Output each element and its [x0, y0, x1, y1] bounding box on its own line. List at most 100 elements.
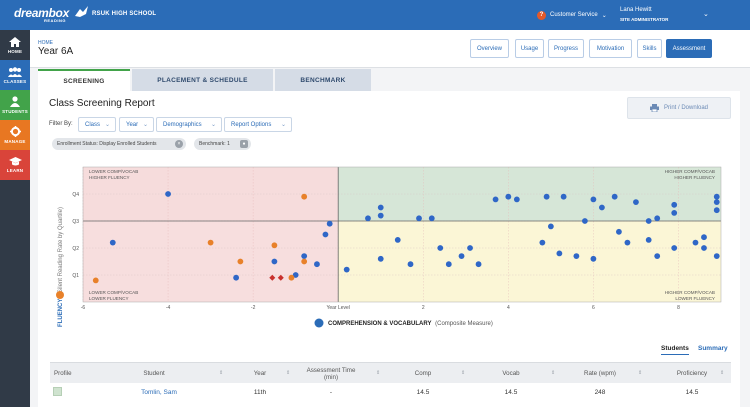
column-header-year[interactable]: Year: [253, 370, 267, 377]
data-point[interactable]: [377, 212, 384, 219]
tab-screening[interactable]: SCREENING: [38, 69, 130, 91]
sort-icon[interactable]: ⇕: [720, 370, 725, 376]
sidebar-item-learn[interactable]: LEARN: [0, 150, 30, 180]
data-point[interactable]: [654, 215, 661, 222]
data-point[interactable]: [616, 228, 622, 235]
data-point[interactable]: [301, 258, 308, 265]
data-point[interactable]: [581, 218, 588, 224]
nav-usage-button[interactable]: Usage: [515, 39, 544, 58]
data-point[interactable]: [560, 193, 567, 200]
report-options-dropdown[interactable]: Report Options ⌄: [224, 117, 292, 132]
customer-service-menu[interactable]: ? Customer Service ⌄: [537, 9, 607, 21]
nav-overview-button[interactable]: Overview: [470, 39, 509, 58]
data-point[interactable]: [633, 199, 639, 205]
data-point-diamond[interactable]: [269, 274, 276, 281]
data-point[interactable]: [165, 191, 171, 197]
data-point[interactable]: [701, 245, 707, 251]
data-point[interactable]: [292, 272, 299, 278]
data-point[interactable]: [322, 231, 329, 238]
data-point[interactable]: [671, 210, 678, 216]
year-filter-dropdown[interactable]: Year ⌄: [119, 117, 154, 132]
data-point[interactable]: [314, 261, 320, 268]
data-point[interactable]: [590, 255, 597, 262]
data-point[interactable]: [543, 193, 550, 200]
column-header-rate[interactable]: Rate (wpm): [584, 370, 616, 377]
data-point[interactable]: [671, 201, 678, 208]
tab-summary[interactable]: Summary: [698, 345, 728, 352]
data-point[interactable]: [92, 277, 99, 284]
sort-icon[interactable]: ⇕: [286, 370, 291, 376]
data-point[interactable]: [301, 253, 308, 259]
data-point[interactable]: [611, 193, 618, 200]
column-header-vocab[interactable]: Vocab: [502, 370, 520, 377]
nav-motivation-button[interactable]: Motivation: [589, 39, 632, 58]
data-point[interactable]: [671, 245, 678, 251]
data-point[interactable]: [377, 255, 384, 262]
demographics-filter-dropdown[interactable]: Demographics ⌄: [156, 117, 222, 132]
data-point[interactable]: [547, 223, 554, 230]
data-point[interactable]: [539, 239, 546, 246]
data-point[interactable]: [301, 193, 308, 200]
table-row[interactable]: Tomlin, Sam 11th - 14.5 14.5 248 14.5: [50, 385, 731, 399]
data-point[interactable]: [467, 245, 473, 251]
dreambox-logo[interactable]: dreambox READING: [14, 5, 88, 25]
data-point[interactable]: [365, 215, 371, 222]
data-point[interactable]: [109, 239, 116, 246]
nav-skills-button[interactable]: Skills: [637, 39, 662, 58]
tab-placement-schedule[interactable]: PLACEMENT & SCHEDULE: [132, 69, 273, 91]
enrollment-status-chip[interactable]: Enrollment Status: Display Enrolled Stud…: [52, 138, 186, 150]
data-point[interactable]: [513, 196, 520, 203]
tab-students[interactable]: Students: [661, 345, 689, 355]
sort-icon[interactable]: ⇕: [638, 370, 643, 376]
data-point[interactable]: [713, 207, 720, 214]
data-point[interactable]: [645, 237, 652, 243]
sidebar-item-classes[interactable]: CLASSES: [0, 60, 30, 90]
data-point[interactable]: [343, 266, 350, 273]
user-chevron-down-icon[interactable]: ⌄: [703, 11, 709, 18]
user-menu[interactable]: Lana Hewitt SITE ADMINISTRATOR: [620, 6, 668, 24]
sidebar-item-students[interactable]: STUDENTS: [0, 90, 30, 120]
sidebar-item-home[interactable]: HOME: [0, 30, 30, 60]
tab-benchmark[interactable]: BENCHMARK: [275, 69, 371, 91]
data-point[interactable]: [713, 193, 720, 200]
sort-icon[interactable]: ⇕: [461, 370, 466, 376]
data-point[interactable]: [556, 250, 563, 257]
data-point[interactable]: [599, 204, 605, 211]
class-filter-dropdown[interactable]: Class ⌄: [78, 117, 116, 132]
nav-assessment-button[interactable]: Assessment: [666, 39, 712, 58]
data-point[interactable]: [326, 220, 333, 227]
data-point[interactable]: [445, 261, 452, 268]
data-point[interactable]: [407, 261, 414, 268]
data-point[interactable]: [713, 199, 720, 205]
data-point[interactable]: [233, 274, 240, 281]
data-point[interactable]: [394, 237, 401, 243]
breadcrumb-home[interactable]: HOME: [38, 40, 53, 46]
data-point[interactable]: [624, 239, 631, 246]
data-point[interactable]: [288, 274, 295, 281]
data-point[interactable]: [505, 193, 512, 200]
data-point[interactable]: [377, 204, 384, 211]
data-point[interactable]: [237, 258, 244, 265]
data-point[interactable]: [475, 261, 482, 268]
data-point[interactable]: [428, 215, 435, 222]
remove-chip-icon[interactable]: ×: [175, 140, 183, 148]
data-point[interactable]: [713, 253, 720, 259]
student-name-link[interactable]: Tomlin, Sam: [141, 388, 177, 396]
data-point[interactable]: [207, 239, 214, 246]
data-point-diamond[interactable]: [277, 274, 284, 281]
sort-icon[interactable]: ⇕: [551, 370, 556, 376]
column-header-profile[interactable]: Profile: [54, 370, 72, 377]
sort-icon[interactable]: ⇕: [376, 370, 381, 376]
data-point[interactable]: [701, 234, 707, 241]
data-point[interactable]: [590, 196, 597, 203]
data-point[interactable]: [271, 258, 278, 265]
column-header-student[interactable]: Student: [143, 370, 165, 377]
data-point[interactable]: [654, 253, 661, 259]
nav-progress-button[interactable]: Progress: [548, 39, 584, 58]
data-point[interactable]: [645, 218, 652, 224]
print-download-button[interactable]: Print / Download: [627, 97, 731, 119]
data-point[interactable]: [492, 196, 499, 203]
sort-icon[interactable]: ⇕: [219, 370, 224, 376]
column-header-assessment-time[interactable]: Assessment Time (min): [306, 366, 356, 381]
data-point[interactable]: [458, 253, 465, 259]
